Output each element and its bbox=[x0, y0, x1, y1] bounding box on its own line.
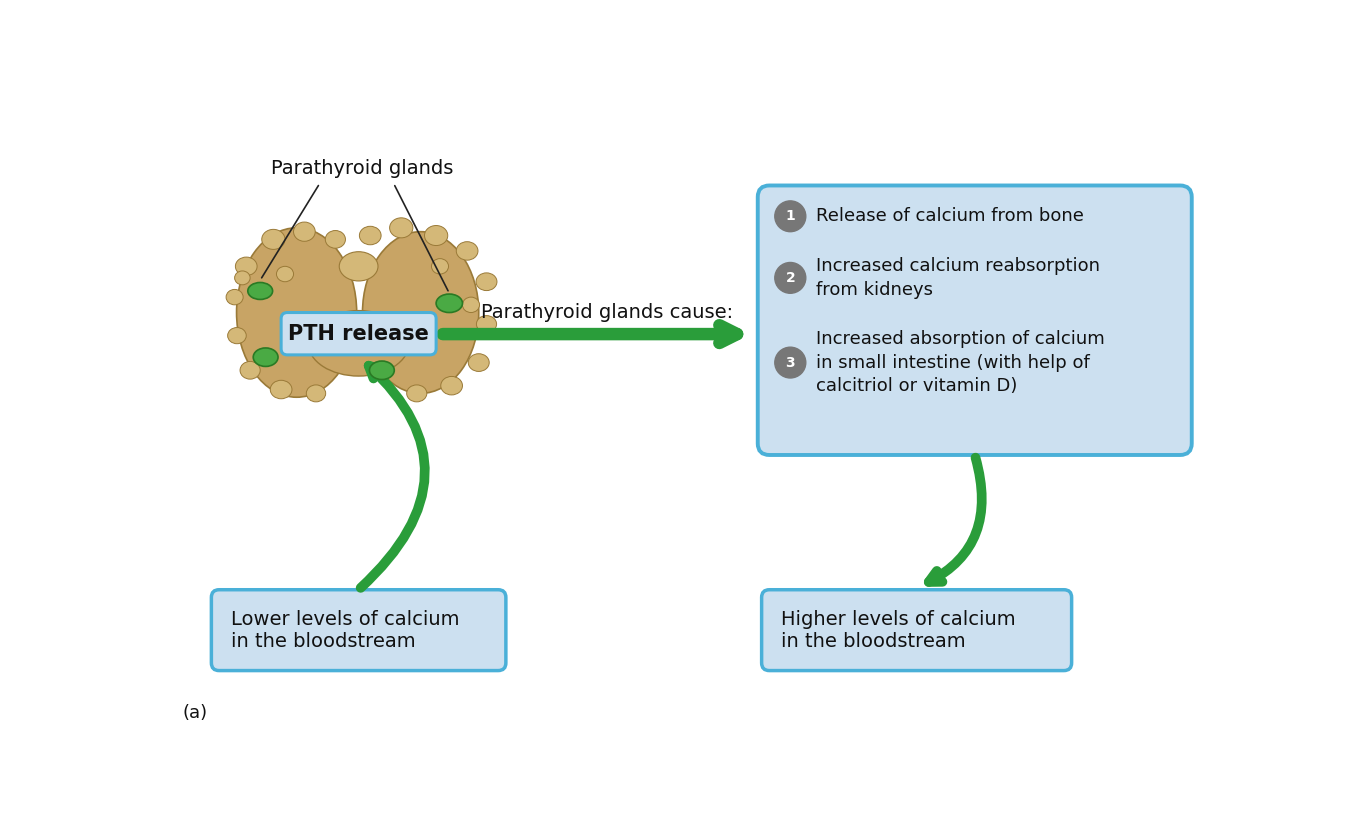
Ellipse shape bbox=[225, 289, 243, 305]
Text: Higher levels of calcium
in the bloodstream: Higher levels of calcium in the bloodstr… bbox=[782, 609, 1015, 651]
Text: Lower levels of calcium
in the bloodstream: Lower levels of calcium in the bloodstre… bbox=[231, 609, 459, 651]
Circle shape bbox=[775, 262, 806, 294]
Text: 1: 1 bbox=[786, 209, 795, 223]
Text: 3: 3 bbox=[786, 356, 795, 370]
Text: (a): (a) bbox=[182, 704, 208, 722]
Ellipse shape bbox=[254, 348, 278, 366]
Ellipse shape bbox=[363, 232, 479, 394]
Ellipse shape bbox=[390, 218, 413, 238]
Ellipse shape bbox=[370, 361, 394, 380]
Text: Parathyroid glands: Parathyroid glands bbox=[271, 159, 454, 178]
Ellipse shape bbox=[236, 227, 356, 397]
Circle shape bbox=[775, 201, 806, 232]
Ellipse shape bbox=[262, 229, 285, 250]
Ellipse shape bbox=[436, 294, 463, 313]
Ellipse shape bbox=[424, 226, 448, 246]
Text: Increased absorption of calcium
in small intestine (with help of
calcitriol or v: Increased absorption of calcium in small… bbox=[815, 330, 1104, 395]
Ellipse shape bbox=[440, 376, 463, 395]
Ellipse shape bbox=[468, 354, 489, 371]
Ellipse shape bbox=[432, 259, 448, 274]
Ellipse shape bbox=[240, 361, 261, 379]
Ellipse shape bbox=[339, 251, 378, 281]
Ellipse shape bbox=[463, 297, 479, 313]
Ellipse shape bbox=[270, 380, 292, 399]
Ellipse shape bbox=[228, 327, 246, 344]
Circle shape bbox=[775, 347, 806, 378]
Ellipse shape bbox=[477, 316, 497, 332]
FancyArrowPatch shape bbox=[929, 457, 981, 582]
Ellipse shape bbox=[477, 273, 497, 290]
Ellipse shape bbox=[456, 241, 478, 261]
Ellipse shape bbox=[306, 385, 325, 402]
Text: PTH release: PTH release bbox=[288, 323, 429, 344]
Ellipse shape bbox=[235, 271, 250, 284]
FancyArrowPatch shape bbox=[360, 366, 425, 588]
Text: Release of calcium from bone: Release of calcium from bone bbox=[815, 208, 1084, 225]
Text: Increased calcium reabsorption
from kidneys: Increased calcium reabsorption from kidn… bbox=[815, 257, 1100, 299]
Ellipse shape bbox=[406, 385, 427, 402]
FancyBboxPatch shape bbox=[281, 313, 436, 355]
Ellipse shape bbox=[293, 222, 316, 241]
Ellipse shape bbox=[248, 283, 273, 299]
FancyBboxPatch shape bbox=[212, 590, 506, 671]
FancyBboxPatch shape bbox=[761, 590, 1072, 671]
Ellipse shape bbox=[359, 227, 381, 245]
Ellipse shape bbox=[325, 231, 346, 248]
Ellipse shape bbox=[308, 311, 409, 376]
Ellipse shape bbox=[235, 257, 256, 275]
Ellipse shape bbox=[277, 266, 293, 282]
FancyBboxPatch shape bbox=[757, 185, 1192, 455]
Text: 2: 2 bbox=[786, 271, 795, 284]
Text: Parathyroid glands cause:: Parathyroid glands cause: bbox=[481, 303, 733, 322]
